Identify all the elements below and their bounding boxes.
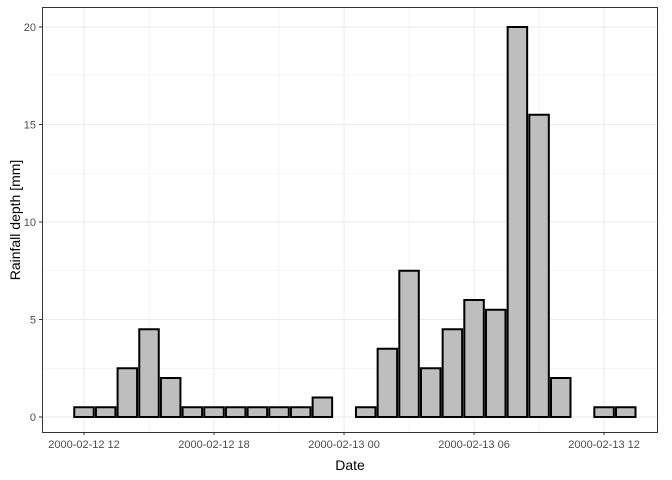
bar [268, 406, 290, 418]
x-tick-label: 2000-02-13 06 [438, 439, 510, 451]
panel-border [42, 7, 658, 433]
bar [116, 367, 139, 418]
bar [419, 367, 442, 418]
bar [549, 377, 572, 418]
x-tick-label: 2000-02-12 18 [178, 439, 250, 451]
bar [138, 328, 160, 418]
bar [441, 328, 464, 418]
bar [181, 406, 204, 418]
x-tick-label: 2000-02-12 12 [48, 439, 120, 451]
bar [94, 406, 117, 418]
axes: 0 5 10 15 20 2000-02-12 12 2000-02-12 18 2000-0… [24, 22, 640, 451]
x-tick-label: 2000-02-13 00 [308, 439, 380, 451]
y-axis-label: Rainfall depth [mm] [7, 160, 23, 281]
bar [614, 406, 637, 418]
y-tick-label: 15 [24, 120, 36, 132]
bar [376, 347, 399, 418]
x-axis-label: Date [335, 457, 365, 473]
bar [354, 406, 377, 418]
bar [506, 26, 529, 418]
y-tick-label: 10 [24, 217, 36, 229]
y-tick-label: 20 [24, 22, 36, 34]
bar [159, 377, 182, 418]
x-tick-label: 2000-02-13 12 [568, 439, 640, 451]
bar [311, 396, 334, 418]
grid-lines [42, 7, 657, 432]
bars [73, 26, 637, 418]
bar [528, 113, 550, 418]
bar [203, 406, 225, 418]
y-tick-label: 0 [30, 412, 36, 424]
bar [463, 299, 485, 418]
bar [246, 406, 269, 418]
bar [484, 308, 507, 418]
y-tick-label: 5 [30, 315, 36, 327]
bar [593, 406, 615, 418]
bar [289, 406, 312, 418]
bar [398, 269, 420, 418]
bar [224, 406, 247, 418]
bar [73, 406, 95, 418]
